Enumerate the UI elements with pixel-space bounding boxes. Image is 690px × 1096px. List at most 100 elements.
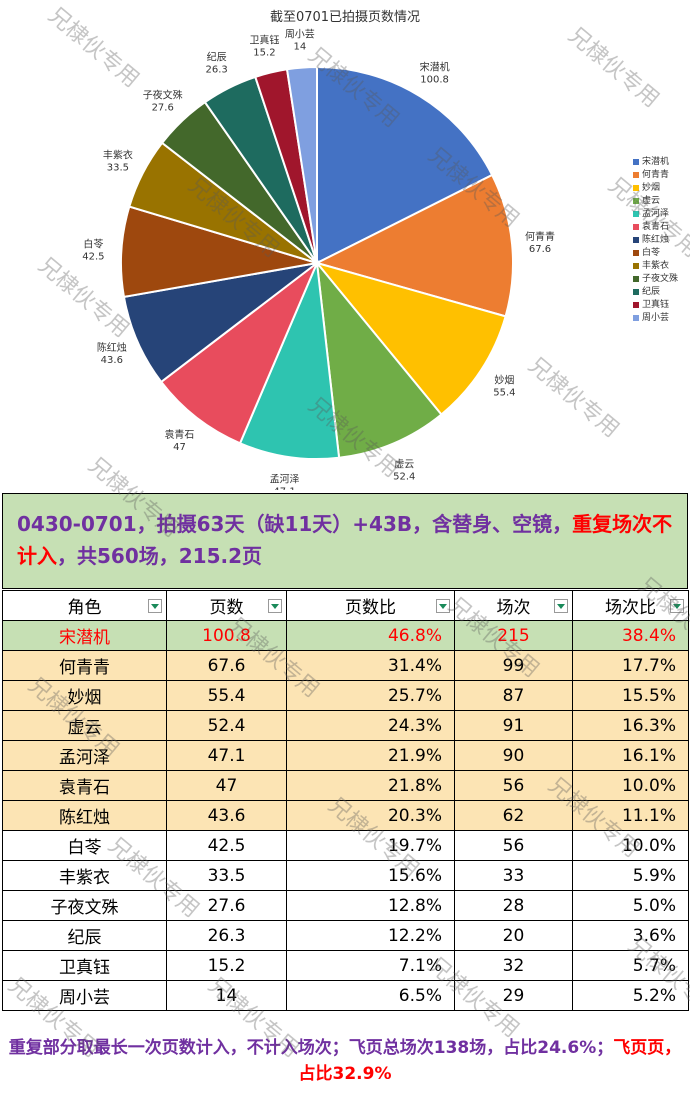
filter-dropdown-icon[interactable]	[436, 599, 450, 613]
header-role: 角色	[2, 590, 167, 621]
table-row: 卫真钰 15.2 7.1% 32 5.7%	[2, 950, 689, 981]
legend-swatch	[633, 314, 639, 321]
slice-name-label: 纪辰	[207, 52, 227, 64]
legend-item: 丰紫衣	[633, 260, 678, 273]
footer-highlight-1: 飞页	[613, 1038, 648, 1058]
legend-item: 陈红烛	[633, 234, 678, 247]
cell-scene-ratio: 10.0%	[572, 830, 689, 861]
cell-pages: 47	[166, 770, 287, 801]
slice-value-label: 42.5	[82, 252, 104, 263]
cell-page-ratio: 21.9%	[286, 740, 455, 771]
cell-scene-ratio: 5.2%	[572, 980, 689, 1011]
legend-swatch	[633, 301, 639, 308]
cell-pages: 27.6	[166, 890, 287, 921]
pie-slice	[285, 65, 318, 264]
legend-swatch	[633, 262, 639, 269]
cell-scenes: 87	[454, 680, 573, 711]
slice-value-label: 55.4	[493, 388, 515, 399]
table-row: 陈红烛 43.6 20.3% 62 11.1%	[2, 800, 689, 831]
legend-swatch	[633, 275, 639, 282]
cell-pages: 52.4	[166, 710, 287, 741]
legend-swatch	[633, 288, 639, 295]
slice-name-label: 虚云	[394, 458, 414, 470]
cell-scenes: 90	[454, 740, 573, 771]
slice-name-label: 丰紫衣	[103, 148, 133, 161]
header-page-ratio-label: 页数比	[345, 598, 396, 618]
table-row: 白苓 42.5 19.7% 56 10.0%	[2, 830, 689, 861]
slice-value-label: 43.6	[101, 355, 123, 366]
stats-panel: 0430-0701，拍摄63天（缺11天）+43B，含替身、空镜，重复场次不计入…	[0, 493, 690, 1096]
legend-label: 妙烟	[642, 183, 661, 193]
summary-banner: 0430-0701，拍摄63天（缺11天）+43B，含替身、空镜，重复场次不计入…	[2, 493, 688, 589]
legend-item: 卫真钰	[633, 299, 678, 312]
slice-name-label: 白苓	[83, 238, 103, 251]
slice-value-label: 100.8	[420, 74, 449, 85]
legend-label: 丰紫衣	[642, 261, 670, 271]
legend-item: 袁青石	[633, 221, 678, 234]
cell-role: 周小芸	[2, 980, 167, 1011]
slice-value-label: 52.4	[393, 471, 415, 482]
slice-name-label: 陈红烛	[97, 341, 127, 354]
chart-title: 截至0701已拍摄页数情况	[269, 10, 421, 25]
cell-pages: 14	[166, 980, 287, 1011]
cell-scene-ratio: 3.6%	[572, 920, 689, 951]
cell-pages: 42.5	[166, 830, 287, 861]
filter-dropdown-icon[interactable]	[148, 599, 162, 613]
cell-scene-ratio: 5.7%	[572, 950, 689, 981]
legend-item: 虚云	[633, 195, 678, 208]
legend-label: 白苓	[642, 248, 661, 258]
filter-dropdown-icon[interactable]	[554, 599, 568, 613]
filter-dropdown-icon[interactable]	[268, 599, 282, 613]
legend-label: 周小芸	[642, 313, 670, 323]
cell-scenes: 62	[454, 800, 573, 831]
pie-slice	[122, 262, 318, 384]
cell-role: 虚云	[2, 710, 167, 741]
cell-scene-ratio: 16.1%	[572, 740, 689, 771]
pie-slice	[316, 65, 494, 265]
legend-swatch	[633, 171, 639, 178]
legend-swatch	[633, 197, 639, 204]
cell-role: 白苓	[2, 830, 167, 861]
legend-label: 孟河泽	[642, 209, 670, 219]
cell-page-ratio: 21.8%	[286, 770, 455, 801]
cell-pages: 47.1	[166, 740, 287, 771]
summary-part1: 0430-0701，拍摄63天（缺11天）+43B，含替身、空镜，	[17, 512, 573, 536]
cell-scene-ratio: 17.7%	[572, 650, 689, 681]
cell-pages: 26.3	[166, 920, 287, 951]
cell-pages: 43.6	[166, 800, 287, 831]
cell-pages: 15.2	[166, 950, 287, 981]
cell-scenes: 56	[454, 830, 573, 861]
legend-item: 子夜文殊	[633, 273, 678, 286]
summary-text: 0430-0701，拍摄63天（缺11天）+43B，含替身、空镜，重复场次不计入…	[17, 508, 677, 572]
cell-scenes: 29	[454, 980, 573, 1011]
cell-role: 卫真钰	[2, 950, 167, 981]
cell-page-ratio: 31.4%	[286, 650, 455, 681]
legend-label: 虚云	[642, 196, 661, 206]
chart-legend: 宋潜机 何青青 妙烟 虚云 孟河泽 袁青石 陈红烛 白苓 丰紫衣 子夜文殊 纪辰 卫真钰 周小芸	[633, 156, 678, 325]
cell-scene-ratio: 11.1%	[572, 800, 689, 831]
table-row: 子夜文殊 27.6 12.8% 28 5.0%	[2, 890, 689, 921]
cell-page-ratio: 25.7%	[286, 680, 455, 711]
pie-slice	[159, 259, 320, 445]
header-page-ratio: 页数比	[286, 590, 455, 621]
legend-swatch	[633, 210, 639, 217]
legend-label: 纪辰	[642, 287, 661, 297]
cell-scene-ratio: 5.9%	[572, 860, 689, 891]
cell-pages: 67.6	[166, 650, 287, 681]
header-scenes: 场次	[454, 590, 573, 621]
cell-scenes: 56	[454, 770, 573, 801]
pie-slice	[238, 259, 341, 460]
cell-page-ratio: 19.7%	[286, 830, 455, 861]
legend-item: 孟河泽	[633, 208, 678, 221]
slice-name-label: 周小芸	[285, 28, 315, 41]
cell-scenes: 91	[454, 710, 573, 741]
filter-dropdown-icon[interactable]	[670, 599, 684, 613]
legend-swatch	[633, 184, 639, 191]
table-row: 纪辰 26.3 12.2% 20 3.6%	[2, 920, 689, 951]
cell-role: 何青青	[2, 650, 167, 681]
legend-label: 陈红烛	[642, 235, 670, 245]
table-row: 袁青石 47 21.8% 56 10.0%	[2, 770, 689, 801]
legend-swatch	[633, 249, 639, 256]
cell-scene-ratio: 15.5%	[572, 680, 689, 711]
slice-name-label: 子夜文殊	[143, 89, 183, 102]
